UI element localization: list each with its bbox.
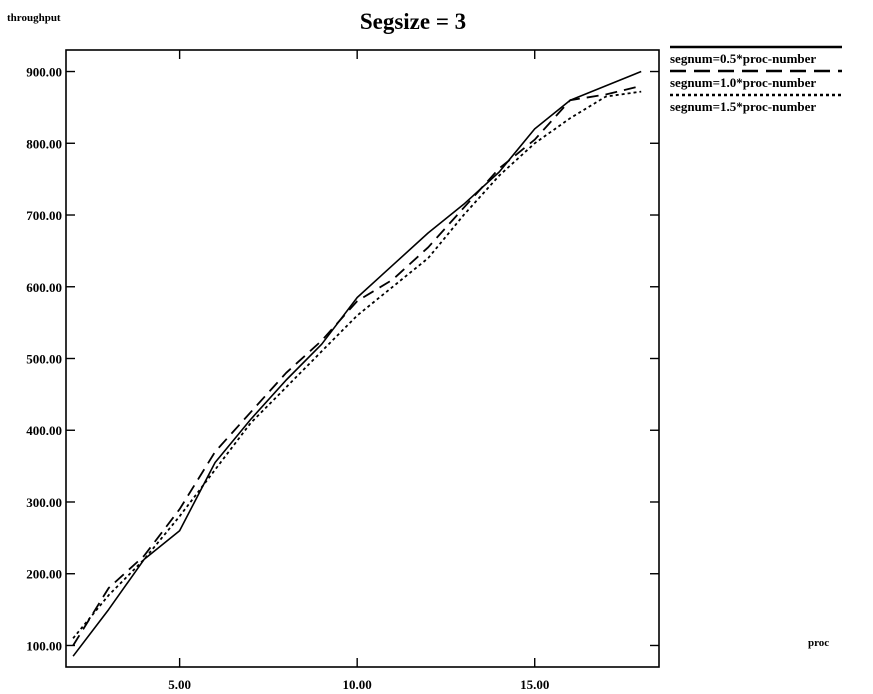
y-tick-label: 300.00 [26,495,62,510]
y-tick-label: 200.00 [26,567,62,582]
series-lines [72,70,642,657]
y-tick-label: 800.00 [26,136,62,151]
x-tick-label: 5.00 [168,677,191,692]
y-axis-label: throughput [7,12,61,24]
series-line-3 [72,90,642,639]
legend-label-2: segnum=1.0*proc-number [670,75,816,90]
y-tick-label: 700.00 [26,208,62,223]
series-line-1 [72,70,642,657]
y-tick-label: 500.00 [26,352,62,367]
x-axis-label: proc [808,637,829,649]
y-tick-label: 900.00 [26,65,62,80]
axis-tick-labels: 100.00 200.00 300.00 400.00 500.00 600.00 700.… [26,65,549,692]
x-tick-label: 15.00 [520,677,549,692]
legend: segnum=0.5*proc-number segnum=1.0*proc-nu… [670,45,842,114]
y-tick-label: 600.00 [26,280,62,295]
chart-title: Segsize = 3 [360,9,466,34]
series-line-2 [72,85,642,646]
x-tick-label: 10.00 [343,677,372,692]
legend-label-1: segnum=0.5*proc-number [670,51,816,66]
axis-ticks [66,50,659,667]
y-tick-label: 400.00 [26,423,62,438]
plot-area-frame [65,49,660,668]
legend-label-3: segnum=1.5*proc-number [670,99,816,114]
y-tick-label: 100.00 [26,638,62,653]
